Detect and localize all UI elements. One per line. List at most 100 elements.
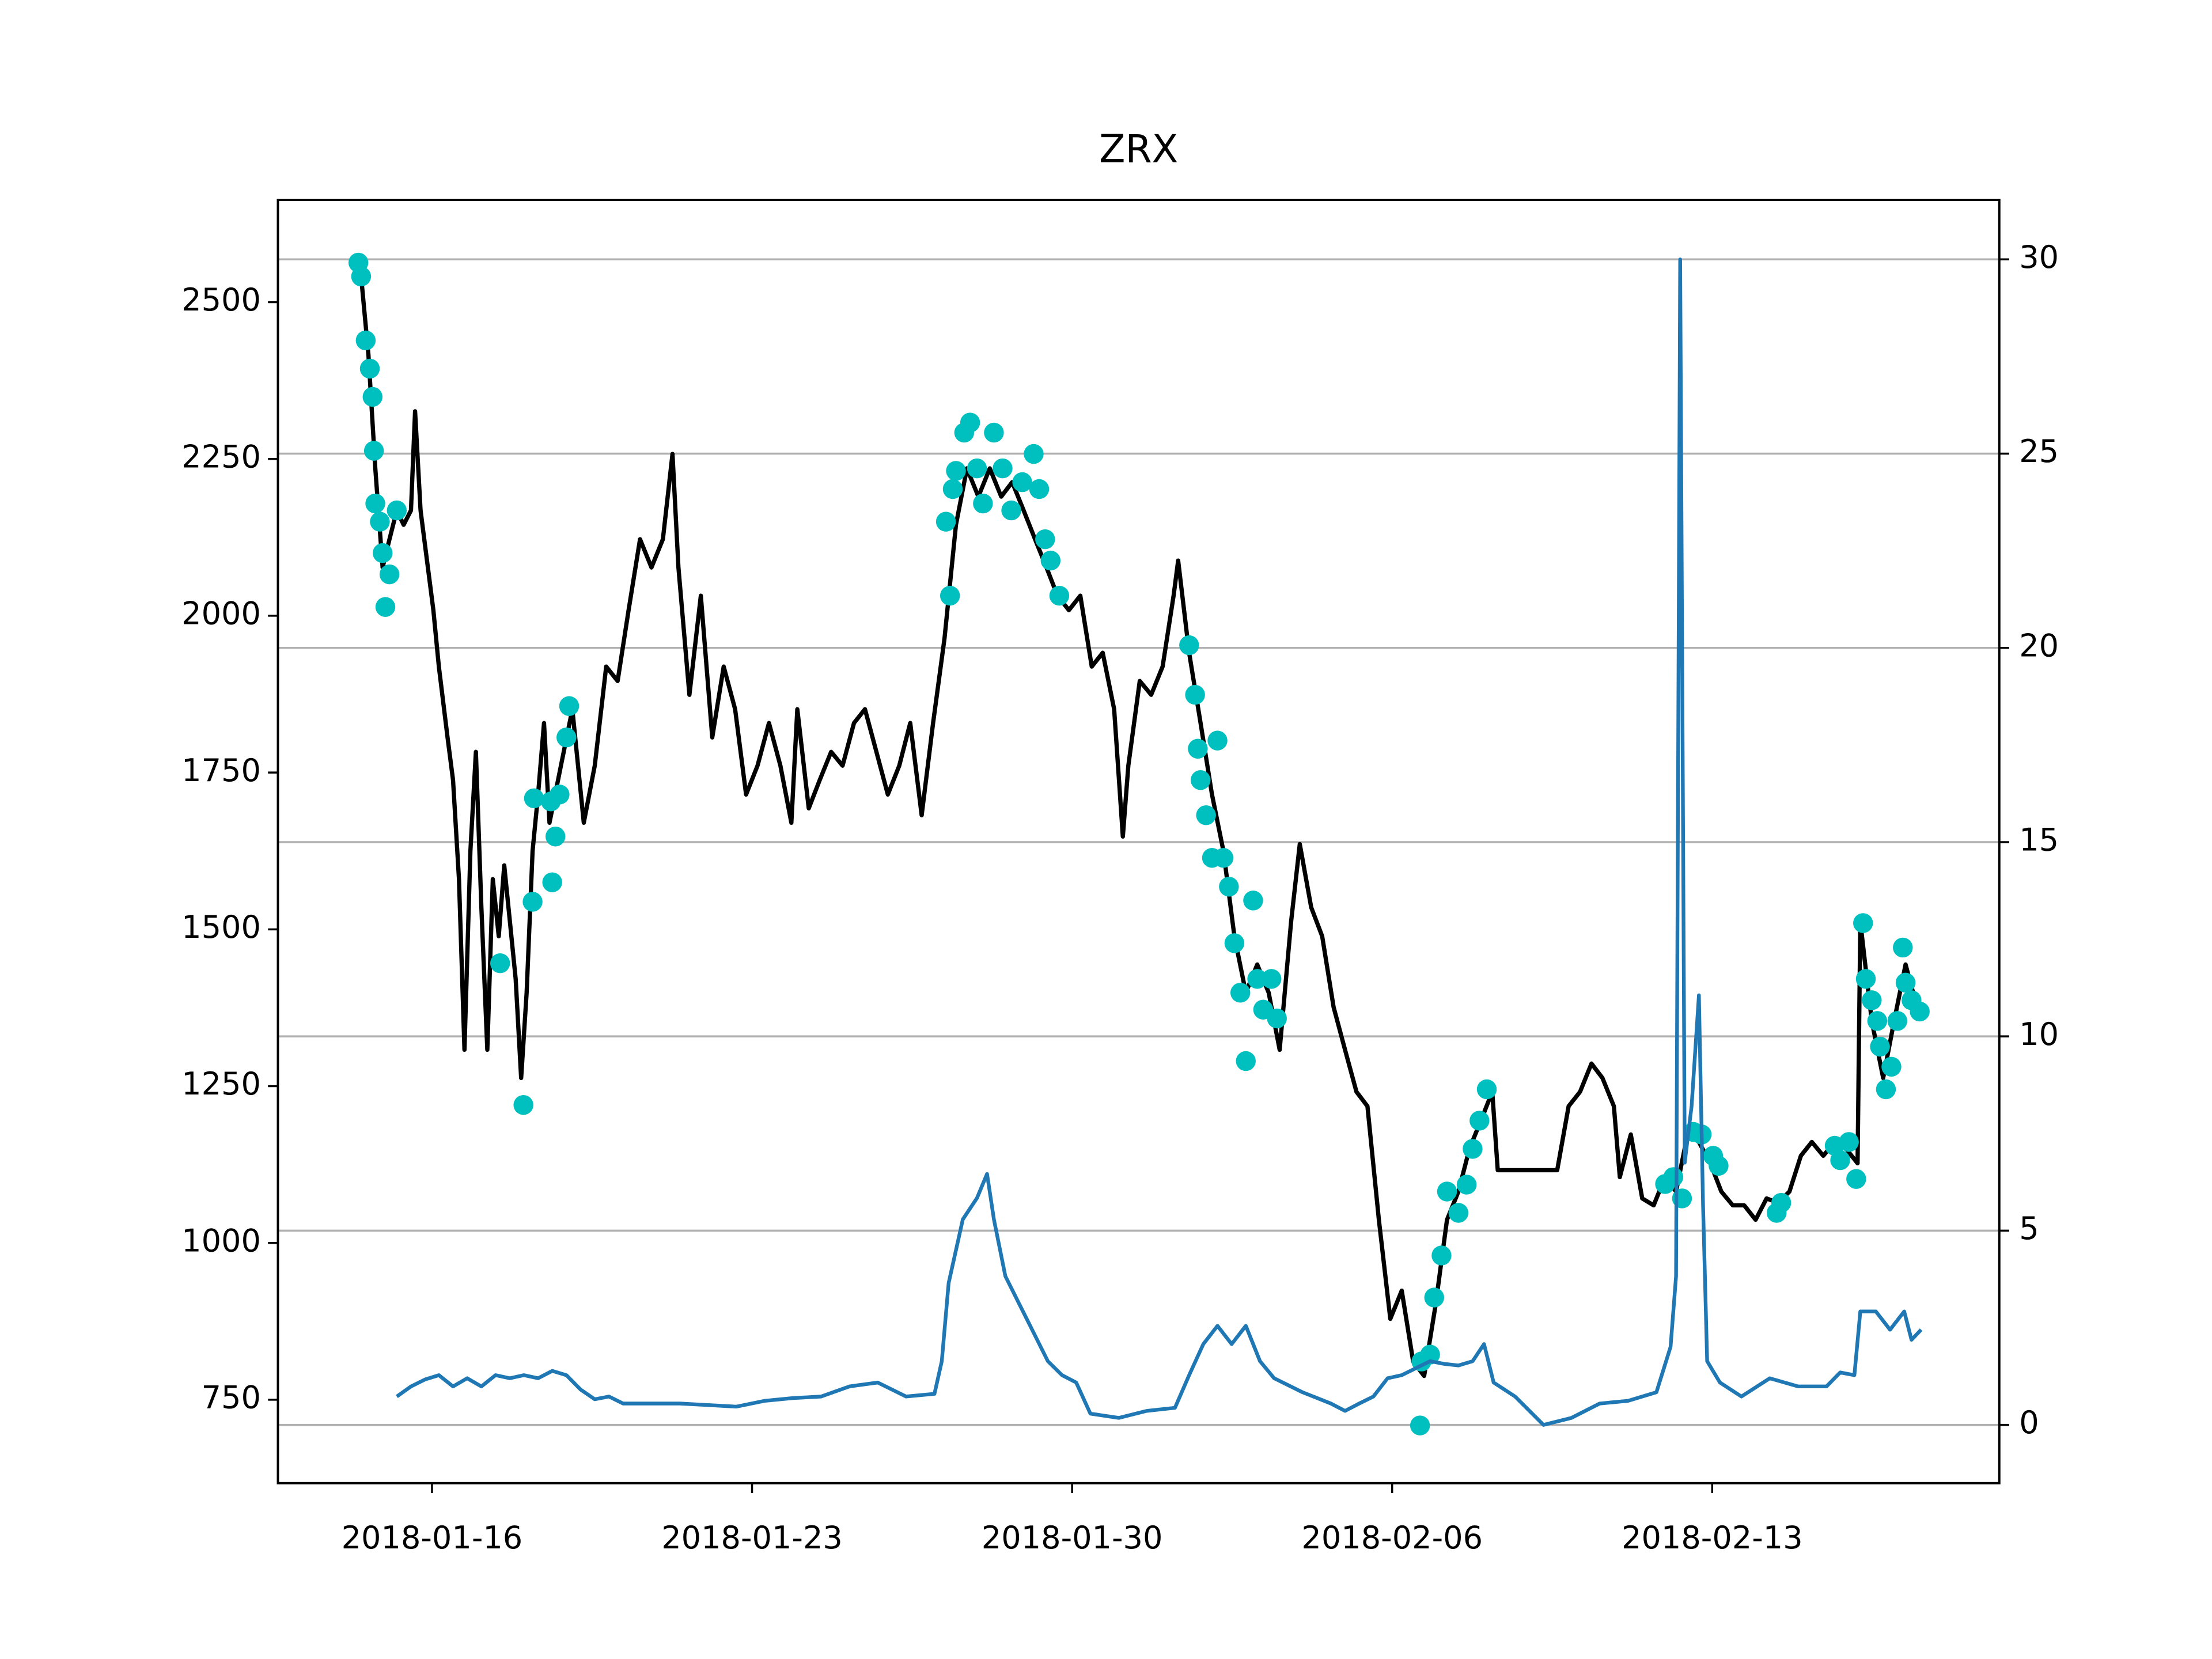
scatter-point <box>359 358 380 379</box>
y2-tick-label: 15 <box>2019 822 2059 858</box>
scatter-point <box>1895 972 1916 993</box>
scatter-point <box>1876 1079 1896 1100</box>
scatter-point <box>1469 1111 1490 1131</box>
scatter-point <box>973 493 993 514</box>
scatter-point <box>355 330 376 351</box>
scatter-point <box>1846 1169 1866 1189</box>
scatter-point <box>1862 990 1882 1010</box>
y-tick-label: 1750 <box>181 752 261 789</box>
axes: 750 1000 1250 1500 1750 2000 2250 2500 0 5 10 15 20 2… <box>181 239 2059 1556</box>
scatter-point <box>1219 877 1239 897</box>
scatter-point <box>1463 1139 1483 1159</box>
series-line <box>395 257 1923 1427</box>
scatter-point <box>935 512 956 532</box>
scatter-point <box>1456 1175 1477 1195</box>
scatter-point <box>1179 635 1199 656</box>
scatter-point <box>1663 1167 1684 1187</box>
scatter-point <box>1012 472 1032 493</box>
y-tick-label: 1250 <box>181 1066 261 1102</box>
scatter-point <box>363 441 384 461</box>
scatter-point <box>1247 969 1267 989</box>
scatter-point <box>984 422 1004 443</box>
scatter-point <box>1029 479 1050 499</box>
scatter-point <box>1709 1156 1729 1176</box>
chart-title: ZRX <box>1099 126 1178 171</box>
scatter-point <box>1207 730 1228 751</box>
scatter-point <box>1893 937 1913 958</box>
scatter-point <box>1196 805 1216 825</box>
y2-tick-label: 20 <box>2019 627 2059 664</box>
scatter-point <box>1420 1344 1440 1365</box>
scatter-point <box>1839 1132 1859 1152</box>
scatter-point <box>1236 1051 1256 1071</box>
scatter-point <box>1224 933 1245 953</box>
y-tick-label: 2000 <box>181 596 261 632</box>
scatter-point <box>490 953 510 974</box>
scatter-point <box>946 461 966 481</box>
y-tick-label: 2500 <box>181 282 261 318</box>
scatter-point <box>942 479 963 499</box>
scatter-point <box>1001 500 1021 521</box>
scatter-point <box>550 785 570 805</box>
scatter-point <box>1035 529 1055 550</box>
scatter-point <box>370 512 390 532</box>
scatter-point <box>1040 550 1061 571</box>
scatter-point <box>993 458 1013 479</box>
scatter-point <box>1870 1036 1890 1057</box>
scatter-point <box>1855 969 1876 989</box>
plot-area <box>348 252 1930 1435</box>
scatter-point <box>1771 1192 1791 1213</box>
y-tick-label: 1000 <box>181 1222 261 1259</box>
y2-tick-label: 10 <box>2019 1016 2059 1052</box>
y-tick-label: 1500 <box>181 909 261 945</box>
scatter-point <box>513 1094 533 1115</box>
scatter-point <box>556 727 577 748</box>
scatter-point <box>1024 444 1044 464</box>
scatter-point <box>542 872 562 892</box>
y-tick-label: 750 <box>202 1380 261 1416</box>
scatter-point <box>1448 1203 1469 1223</box>
scatter-point <box>1213 848 1234 868</box>
scatter-point <box>379 564 400 585</box>
scatter-point <box>1476 1079 1497 1100</box>
scatter-point <box>1887 1011 1908 1031</box>
x-tick-label: 2018-01-16 <box>342 1520 523 1556</box>
scatter-point <box>1049 585 1070 606</box>
scatter-point <box>365 493 385 514</box>
scatter-point <box>1853 913 1873 933</box>
scatter-point <box>1261 969 1282 989</box>
scatter-point <box>559 696 579 716</box>
y2-tick-label: 30 <box>2019 239 2059 275</box>
scatter-point <box>967 458 987 479</box>
scatter-point <box>1881 1056 1902 1077</box>
scatter-point <box>1267 1008 1287 1029</box>
scatter-point <box>1410 1415 1430 1435</box>
scatter-point <box>1424 1287 1444 1308</box>
scatter-point <box>1230 983 1251 1003</box>
scatter-point <box>372 543 393 563</box>
x-tick-label: 2018-01-30 <box>982 1520 1163 1556</box>
scatter-point <box>362 387 382 407</box>
x-tick-label: 2018-01-23 <box>661 1520 843 1556</box>
scatter-point <box>1243 891 1263 911</box>
scatter-point <box>1910 1001 1930 1022</box>
scatter-point <box>1830 1150 1850 1171</box>
scatter-point <box>387 500 407 521</box>
grid <box>278 258 1999 1426</box>
x-tick-label: 2018-02-13 <box>1622 1520 1803 1556</box>
y-tick-label: 2250 <box>181 438 261 475</box>
scatter-point <box>1437 1181 1457 1202</box>
scatter-point <box>351 266 372 287</box>
scatter-point <box>522 892 543 912</box>
scatter-point <box>1867 1011 1888 1031</box>
scatter-point <box>524 788 544 809</box>
x-tick-label: 2018-02-06 <box>1301 1520 1483 1556</box>
y2-tick-label: 0 <box>2019 1404 2039 1441</box>
scatter-point <box>940 585 960 606</box>
y2-tick-label: 5 <box>2019 1210 2039 1247</box>
scatter-point <box>375 597 396 617</box>
scatter-point <box>1431 1245 1452 1266</box>
